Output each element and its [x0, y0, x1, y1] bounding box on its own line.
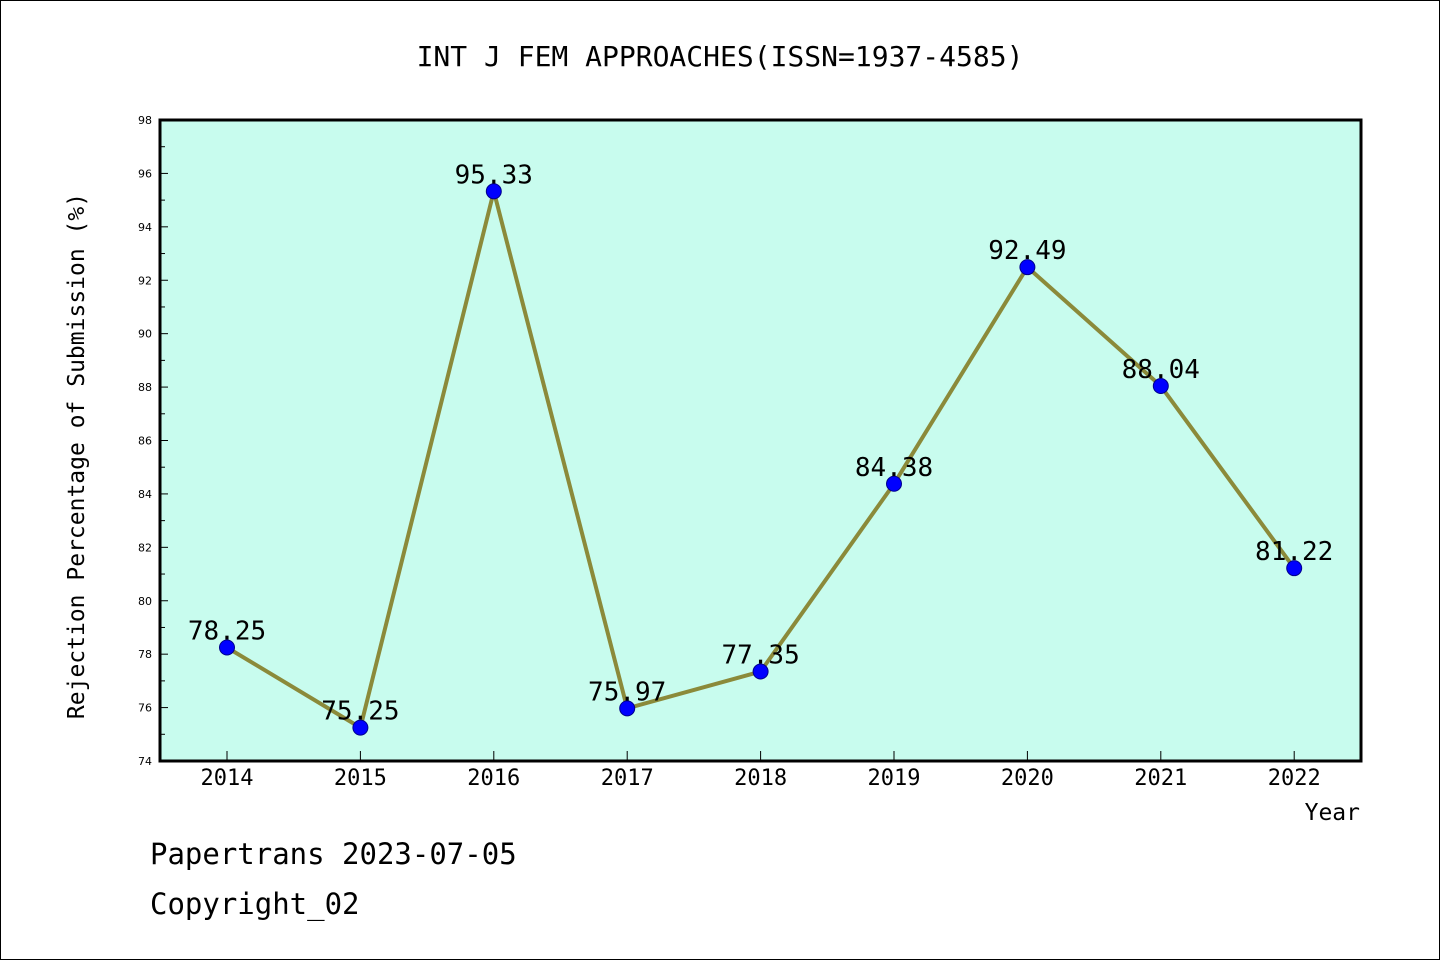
footer-copyright: Copyright_02 — [150, 887, 360, 922]
data-markers — [219, 183, 1303, 736]
x-tick-label: 2020 — [1001, 766, 1054, 791]
y-tick-label: 94 — [138, 221, 152, 234]
x-tick-label: 2016 — [467, 766, 520, 791]
x-tick-label: 2014 — [201, 766, 254, 791]
data-label: 95.33 — [455, 160, 533, 190]
y-tick-label: 86 — [138, 435, 152, 448]
y-tick-label: 76 — [138, 702, 152, 715]
data-label: 78.25 — [188, 616, 266, 646]
y-tick-label: 88 — [138, 381, 152, 394]
y-tick-label: 82 — [138, 541, 152, 554]
chart-title: INT J FEM APPROACHES(ISSN=1937-4585) — [417, 40, 1024, 73]
y-tick-label: 90 — [138, 328, 152, 341]
y-axis-label: Rejection Percentage of Submission (%) — [64, 193, 90, 719]
data-point — [219, 639, 235, 656]
x-tick-label: 2019 — [868, 766, 921, 791]
data-point — [352, 719, 369, 736]
y-tick-label: 80 — [138, 595, 152, 608]
x-axis-label: Year — [1305, 800, 1360, 826]
y-axis-ticks: 74 76 78 80 82 84 86 88 90 92 94 96 98 — [138, 114, 168, 768]
x-tick-label: 2017 — [601, 766, 654, 791]
y-tick-label: 92 — [138, 274, 152, 287]
data-label: 75.25 — [321, 697, 399, 727]
x-tick-label: 2021 — [1134, 766, 1187, 791]
data-label: 77.35 — [721, 641, 799, 671]
data-label: 84.38 — [855, 453, 933, 483]
data-point — [886, 475, 902, 492]
x-tick-label: 2018 — [734, 766, 787, 791]
y-tick-label: 96 — [138, 167, 152, 180]
data-label: 75.97 — [588, 677, 666, 707]
data-label: 81.22 — [1255, 537, 1333, 567]
footer-source: Papertrans 2023-07-05 — [150, 837, 517, 871]
y-tick-label: 78 — [138, 648, 152, 661]
x-tick-label: 2022 — [1268, 766, 1321, 791]
data-labels: 78.25 75.25 95.33 75.97 77.35 84.38 92.49 88.04… — [188, 160, 1333, 726]
data-point — [1152, 378, 1169, 395]
y-tick-label: 84 — [138, 488, 152, 501]
plot-area — [158, 118, 1363, 763]
data-point — [485, 183, 502, 200]
data-point — [619, 700, 636, 717]
data-point — [1019, 259, 1036, 276]
y-tick-label: 74 — [138, 755, 152, 768]
x-axis-ticks: 2014 2015 2016 2017 2018 2019 2020 2021 2022 — [201, 751, 1321, 791]
data-point — [1286, 560, 1303, 577]
x-tick-label: 2015 — [334, 766, 387, 791]
data-label: 92.49 — [988, 236, 1066, 266]
data-label: 88.04 — [1122, 355, 1200, 385]
y-tick-label: 98 — [138, 114, 152, 127]
data-point — [752, 663, 769, 680]
